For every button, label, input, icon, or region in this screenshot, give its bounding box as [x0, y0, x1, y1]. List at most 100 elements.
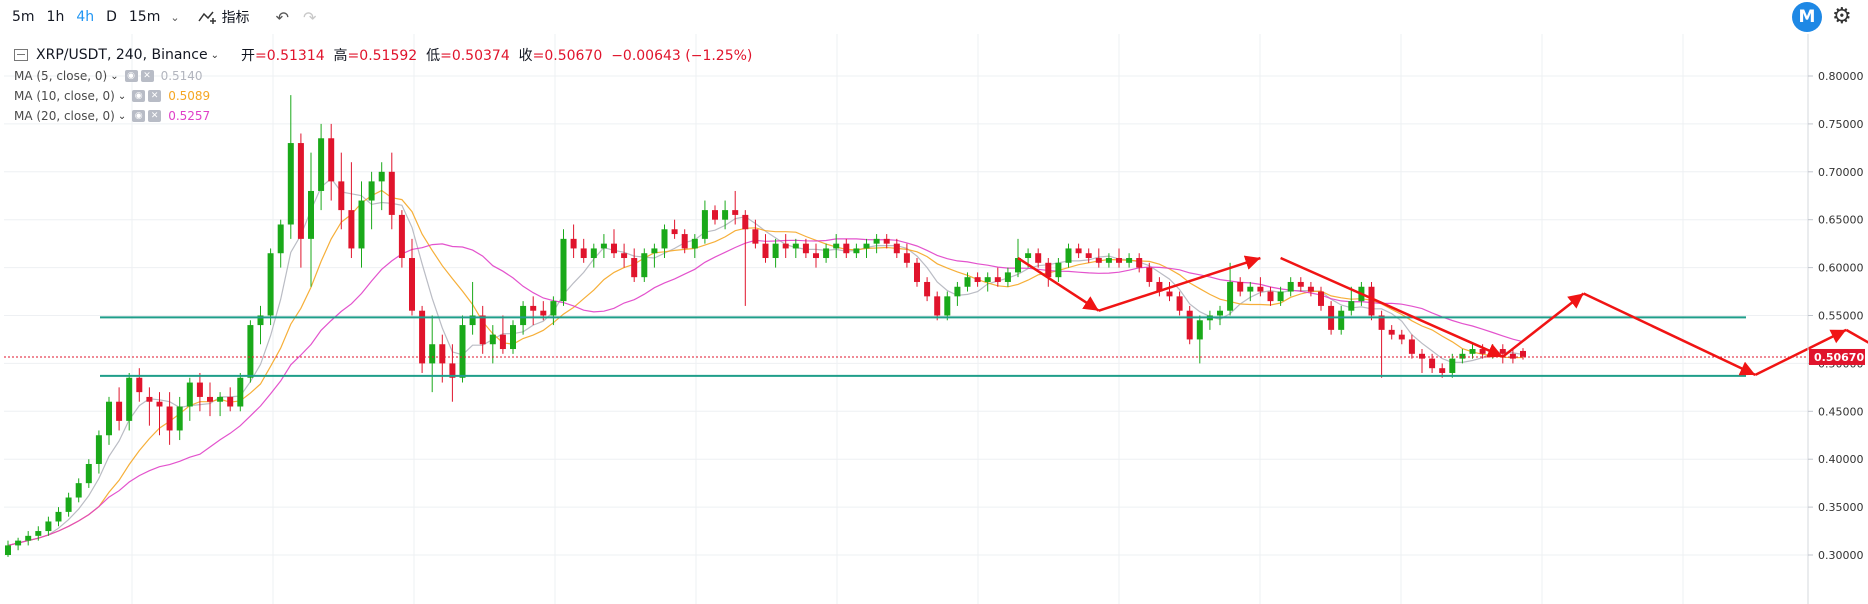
indicators-button[interactable]: 指标	[197, 7, 250, 27]
candle	[237, 372, 244, 412]
candle	[792, 238, 799, 259]
candle-body	[489, 334, 496, 345]
price-tick-label: 0.70000	[1818, 166, 1864, 179]
chevron-down-icon[interactable]: ⌄	[210, 49, 219, 61]
candle	[1136, 253, 1143, 273]
ma-10-legend: MA (10, close, 0) ⌄ ◉ ✕ 0.5089	[14, 86, 752, 106]
close-icon[interactable]: ✕	[148, 90, 162, 102]
collapse-legend-icon[interactable]	[14, 49, 28, 61]
candle-body	[1196, 320, 1203, 340]
candle-body	[1186, 310, 1193, 340]
last-price-tag: 0.50670	[1809, 348, 1865, 365]
candle-body	[1136, 258, 1143, 268]
symbol-title[interactable]: XRP/USDT, 240, Binance	[36, 47, 208, 63]
trend-arrows	[1017, 255, 1868, 377]
candle	[439, 334, 446, 383]
candle-body	[1075, 248, 1082, 254]
candle	[1166, 281, 1173, 302]
ma-10-label[interactable]: MA (10, close, 0)	[14, 89, 115, 103]
ma-20-legend: MA (20, close, 0) ⌄ ◉ ✕ 0.5257	[14, 106, 752, 126]
candle	[116, 387, 123, 431]
candle	[1499, 344, 1506, 364]
candle-body	[510, 325, 516, 350]
timeframe-15m[interactable]: 15m	[128, 9, 161, 25]
price-axis: 0.80000 0.75000 0.70000 0.65000 0.60000 0.550…	[1807, 34, 1865, 604]
candle-body	[671, 229, 678, 235]
close-icon[interactable]: ✕	[148, 110, 162, 122]
candle	[530, 296, 537, 326]
ma-5-value: 0.5140	[160, 69, 203, 83]
candle	[631, 248, 638, 282]
candle	[156, 392, 163, 436]
candle	[328, 123, 335, 201]
trend-arrow	[1845, 328, 1868, 344]
chart-grid	[4, 34, 1808, 604]
candle-body	[883, 238, 890, 244]
candle-body	[701, 210, 708, 239]
candle	[297, 133, 304, 268]
candle-body	[1479, 349, 1486, 354]
candle	[85, 459, 92, 488]
chevron-down-icon[interactable]: ⌄	[110, 70, 119, 82]
chevron-down-icon[interactable]: ⌄	[117, 90, 127, 102]
eye-icon[interactable]: ◉	[132, 110, 146, 122]
app-logo-icon[interactable]: M	[1792, 2, 1822, 32]
candle	[1368, 281, 1375, 321]
candle	[207, 382, 213, 417]
candle	[1065, 243, 1072, 268]
trend-arrow	[1017, 256, 1100, 312]
gear-icon[interactable]: ⚙	[1832, 4, 1852, 29]
candle-body	[1237, 281, 1244, 292]
ma-5-label[interactable]: MA (5, close, 0)	[14, 69, 108, 83]
timeframe-dropdown-icon[interactable]: ⌄	[170, 10, 180, 24]
eye-icon[interactable]: ◉	[124, 70, 138, 82]
candle-body	[590, 248, 597, 259]
candle-body	[15, 540, 22, 546]
candle	[227, 387, 234, 412]
timeframe-1h[interactable]: 1h	[46, 9, 65, 25]
candle-body	[1126, 258, 1133, 263]
chart-legend: XRP/USDT, 240, Binance ⌄ 开=0.51314 高=0.5…	[14, 44, 752, 126]
candle	[1247, 281, 1254, 302]
eye-icon[interactable]: ◉	[132, 90, 146, 102]
timeframe-d[interactable]: D	[106, 9, 117, 25]
candle-body	[449, 363, 456, 378]
candle-body	[1408, 339, 1415, 354]
candle-body	[1429, 358, 1436, 369]
candle	[1277, 286, 1284, 306]
redo-icon[interactable]: ↷	[302, 7, 317, 27]
candle	[308, 152, 314, 287]
timeframe-4h[interactable]: 4h	[76, 9, 95, 25]
undo-icon[interactable]: ↶	[275, 7, 289, 27]
ohlc-values: 开=0.51314 高=0.51592 低=0.50374 收=0.50670 …	[241, 48, 753, 64]
candle-body	[681, 234, 688, 249]
candle-body	[1025, 253, 1032, 259]
candle	[257, 305, 264, 345]
candle-body	[1297, 281, 1304, 287]
candle-body	[176, 406, 183, 431]
candle-body	[934, 296, 941, 316]
candle-body	[661, 229, 668, 249]
candle-body	[5, 545, 11, 555]
candle	[1318, 286, 1324, 311]
candle-body	[1348, 301, 1355, 311]
candle-body	[762, 243, 769, 259]
ma-20-label[interactable]: MA (20, close, 0)	[14, 109, 115, 123]
candle	[55, 507, 62, 527]
candle	[186, 377, 193, 421]
candle-body	[1469, 349, 1476, 354]
support-resistance-lines	[4, 316, 1808, 377]
close-icon[interactable]: ✕	[140, 70, 154, 82]
candle-body	[1217, 310, 1223, 316]
timeframe-5m[interactable]: 5m	[12, 9, 35, 25]
chevron-down-icon[interactable]: ⌄	[117, 110, 127, 122]
candle-body	[398, 214, 405, 259]
candle	[722, 200, 729, 230]
change-value: −0.00643 (−1.25%)	[611, 48, 753, 64]
candle	[398, 210, 405, 268]
candle-body	[35, 531, 42, 536]
candle-body	[1085, 253, 1092, 259]
candle-body	[954, 286, 961, 297]
candle	[570, 224, 577, 259]
